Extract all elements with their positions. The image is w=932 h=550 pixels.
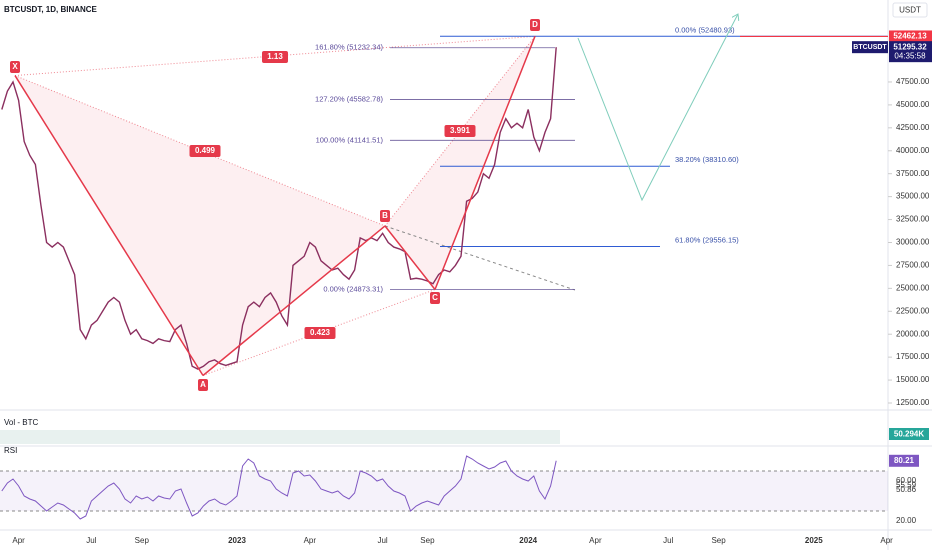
x-tick-label: Apr: [589, 536, 602, 545]
rsi-last: 80.21: [894, 456, 915, 465]
last-symbol-box: [852, 41, 888, 54]
ratio-label: 3.991: [450, 126, 471, 135]
point-box: [10, 61, 20, 73]
rsi-tick-label: 20.00: [896, 516, 917, 525]
fib-label: 161.80% (51232.34): [315, 43, 383, 52]
y-tick-label: 22500.00: [896, 306, 930, 315]
target-label: 52462.13: [893, 32, 927, 41]
fib-label: 0.00% (24873.31): [323, 284, 383, 293]
y-tick-label: 47500.00: [896, 77, 930, 86]
y-tick-label: 20000.00: [896, 329, 930, 338]
projection-label: 61.80% (29556.15): [675, 236, 739, 245]
y-tick-label: 25000.00: [896, 283, 930, 292]
point-box: [430, 292, 440, 304]
point-box: [198, 379, 208, 391]
y-tick-label: 35000.00: [896, 192, 930, 201]
projection-label: 38.20% (38310.60): [675, 155, 739, 164]
x-tick-label: Apr: [880, 536, 893, 545]
ratio-label: 1.13: [267, 52, 283, 61]
y-tick-label: 32500.00: [896, 215, 930, 224]
currency-button[interactable]: [892, 2, 928, 18]
x-tick-label: Sep: [711, 536, 726, 545]
ratio-box: [444, 125, 476, 137]
leg-ab: [202, 225, 386, 377]
price-pane: 161.80% (51232.34) 127.20% (45582.78) 100.…: [1, 19, 888, 391]
point-box: [530, 19, 540, 31]
ratio-label: 0.423: [310, 328, 331, 337]
target-box: [889, 30, 932, 43]
symbol-title: BTCUSDT, 1D, BINANCE: [4, 5, 98, 14]
currency[interactable]: USDT: [899, 6, 921, 15]
y-tick-label: 27500.00: [896, 261, 930, 270]
rsi-ma-label: 50.86: [896, 485, 917, 494]
point-label: B: [382, 211, 388, 220]
last-price-box: [889, 41, 932, 63]
y-tick-label: 30000.00: [896, 238, 930, 247]
price-line: [1, 47, 557, 370]
x-tick-label: Sep: [135, 536, 150, 545]
x-tick-label: Jul: [663, 536, 673, 545]
volume-last: 50.294K: [894, 430, 924, 439]
ratio-box: [304, 327, 336, 339]
point-label: C: [432, 293, 438, 302]
volume-strip: [0, 430, 560, 444]
rsi-title: RSI: [4, 446, 17, 455]
xab-fill: [15, 75, 385, 376]
x-tick-label: 2025: [805, 536, 823, 545]
x-tick-label: 2024: [519, 536, 537, 545]
volume-last-box: [889, 428, 929, 440]
projection-label: 0.00% (52480.93): [675, 25, 735, 34]
ratio-label: 0.499: [195, 146, 216, 155]
y-tick-label: 40000.00: [896, 146, 930, 155]
last-price: 51295.32: [893, 42, 927, 51]
y-tick-label: 17500.00: [896, 352, 930, 361]
point-label: A: [200, 380, 206, 389]
y-tick-label: 42500.00: [896, 123, 930, 132]
point-label: D: [532, 20, 538, 29]
fib-label: 127.20% (45582.78): [315, 95, 383, 104]
xb-dotted: [14, 75, 386, 227]
x-tick-label: Apr: [304, 536, 317, 545]
rsi-ma-label: 55.59: [896, 481, 917, 490]
ratio-box: [262, 51, 288, 63]
ratio-box: [189, 145, 221, 157]
leg-bc: [384, 225, 436, 290]
rsi-line: [1, 455, 557, 520]
leg-xa: [14, 75, 204, 376]
y-tick-label: 12500.00: [896, 398, 930, 407]
y-tick-label: 37500.00: [896, 169, 930, 178]
point-box: [380, 210, 390, 222]
y-tick-label: 15000.00: [896, 375, 930, 384]
x-tick-label: 2023: [228, 536, 246, 545]
point-label: X: [12, 62, 18, 71]
x-tick-label: Jul: [86, 536, 96, 545]
last-symbol: BTCUSDT: [853, 44, 887, 51]
leg-cd: [434, 36, 536, 290]
x-tick-label: Jul: [377, 536, 387, 545]
fib-label: 100.00% (41141.51): [316, 135, 384, 144]
x-tick-label: Sep: [420, 536, 435, 545]
rsi-band-fill: [0, 471, 888, 511]
rsi-tick-label: 60.00: [896, 476, 917, 485]
rsi-last-box: [889, 454, 919, 467]
x-tick-label: Apr: [12, 536, 25, 545]
volume-title: Vol - BTC: [4, 418, 38, 427]
countdown: 04:35:58: [894, 51, 926, 60]
y-tick-label: 45000.00: [896, 100, 930, 109]
projection-path: [577, 14, 738, 202]
